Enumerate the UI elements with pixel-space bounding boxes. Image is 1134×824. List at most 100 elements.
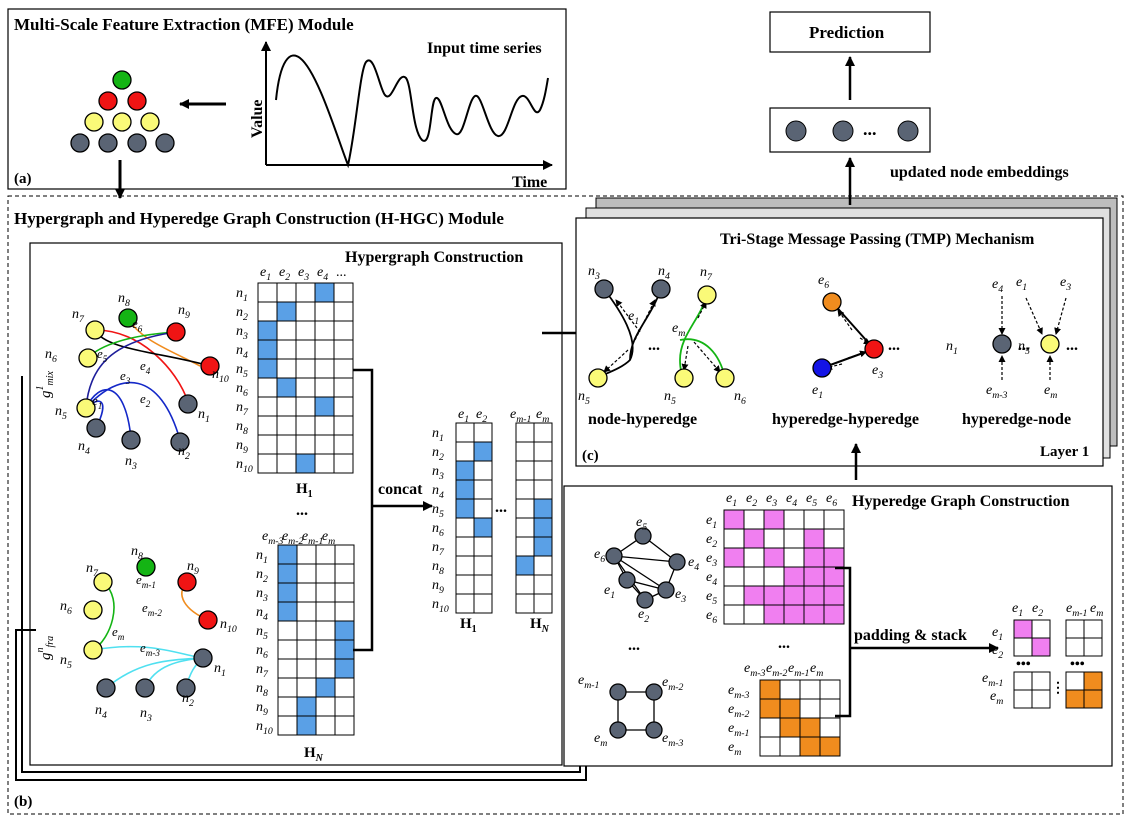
emb-node-2	[832, 120, 854, 142]
dots: ...	[1018, 337, 1030, 354]
grid-cell	[314, 282, 335, 303]
grid-cell	[799, 717, 821, 738]
pyramid-node	[112, 70, 132, 90]
grid-cell	[296, 544, 317, 565]
grid-cell	[473, 574, 493, 595]
grid-cell	[276, 434, 297, 455]
grid-cell	[515, 593, 535, 614]
grid-cell	[723, 509, 745, 530]
grid-cell	[823, 604, 845, 625]
incidence-matrices: e1 e2 e3 e4 ...n1n2n3n4n5n6n7n8n9n10H1...em-…	[236, 265, 553, 764]
node-n4	[651, 279, 671, 299]
node-label: em-3	[986, 383, 1008, 401]
grid-cell	[1031, 689, 1051, 709]
hyperedge-node-e4	[668, 553, 686, 571]
concat-HN-label: HN	[530, 616, 550, 635]
grid-cell	[333, 358, 354, 379]
grid-cell	[315, 582, 336, 603]
row-label: n8	[236, 419, 248, 437]
grid-cell	[334, 620, 355, 641]
grid-cell	[515, 574, 535, 595]
grid-cell	[296, 620, 317, 641]
grid-cell	[333, 282, 354, 303]
grid-cell	[1013, 637, 1033, 657]
grid-cell	[779, 698, 801, 719]
grid-cell	[277, 620, 298, 641]
col-label: e2	[279, 265, 290, 283]
grid-cell	[823, 566, 845, 587]
grid-cell	[759, 679, 781, 700]
message-arrow	[681, 345, 689, 371]
grid-cell	[455, 555, 475, 576]
row-label: n6	[256, 643, 268, 661]
grid-cell	[314, 453, 335, 474]
grid-cell	[333, 301, 354, 322]
grid-cell	[533, 460, 553, 481]
node-label: e4	[992, 277, 1003, 295]
node-n5	[674, 368, 694, 388]
node-label: n3	[125, 454, 137, 472]
message-arrow	[634, 299, 656, 341]
dots: ⋮	[1051, 681, 1065, 696]
node-label: n7	[700, 265, 713, 283]
grid-cell	[276, 396, 297, 417]
grid-cell	[515, 517, 535, 538]
node-label: em-1	[578, 673, 599, 691]
message-arrow	[825, 363, 843, 370]
row-label: n2	[256, 567, 268, 585]
grid-cell	[515, 498, 535, 519]
message-arrow	[603, 349, 629, 373]
grid-cell	[783, 566, 805, 587]
grid-cell	[296, 639, 317, 660]
node-label: n5	[55, 404, 67, 422]
grid-cell	[277, 544, 298, 565]
row-label: n9	[256, 700, 268, 718]
node-n6	[715, 368, 735, 388]
node-label: e4	[688, 555, 699, 573]
dots: ...	[1066, 337, 1078, 354]
grid-cell	[333, 396, 354, 417]
grid-cell	[759, 736, 781, 757]
node-n10	[200, 356, 220, 376]
grid-cell	[743, 604, 765, 625]
grid-cell	[257, 453, 278, 474]
row-label: n3	[256, 586, 268, 604]
grid-cell	[277, 582, 298, 603]
grid-cell	[277, 696, 298, 717]
grid-cell	[315, 715, 336, 736]
grid-cell	[295, 320, 316, 341]
grid-cell	[533, 441, 553, 462]
row-label: n10	[236, 457, 253, 475]
message-arrow	[615, 299, 641, 333]
node-n7	[85, 320, 105, 340]
grid-cell	[314, 434, 335, 455]
message-arrow	[697, 301, 707, 319]
grid-cell	[314, 339, 335, 360]
grid-cell	[334, 582, 355, 603]
concat-bracket	[353, 368, 374, 652]
row-label: n8	[256, 681, 268, 699]
grid-cell	[533, 555, 553, 576]
pyramid-node	[155, 133, 175, 153]
col-label: e4	[786, 491, 797, 509]
grid-cell	[743, 509, 765, 530]
grid-cell	[803, 547, 825, 568]
node-n3	[135, 678, 155, 698]
grid-cell	[473, 422, 493, 443]
edge-label: em-3	[140, 640, 160, 658]
node-n5	[1040, 334, 1060, 354]
message-arrow	[837, 309, 853, 331]
node-label: n4	[95, 703, 107, 721]
grid-cell	[276, 358, 297, 379]
node-n10	[198, 610, 218, 630]
node-label: n10	[212, 367, 229, 385]
grid-cell	[823, 528, 845, 549]
grid-cell	[296, 696, 317, 717]
grid-cell	[799, 736, 821, 757]
node-n6	[78, 348, 98, 368]
node-e3	[864, 339, 884, 359]
node-n1	[992, 334, 1012, 354]
row-label: n1	[256, 548, 268, 566]
col-label: em	[536, 407, 549, 425]
row-label: n1	[236, 286, 248, 304]
